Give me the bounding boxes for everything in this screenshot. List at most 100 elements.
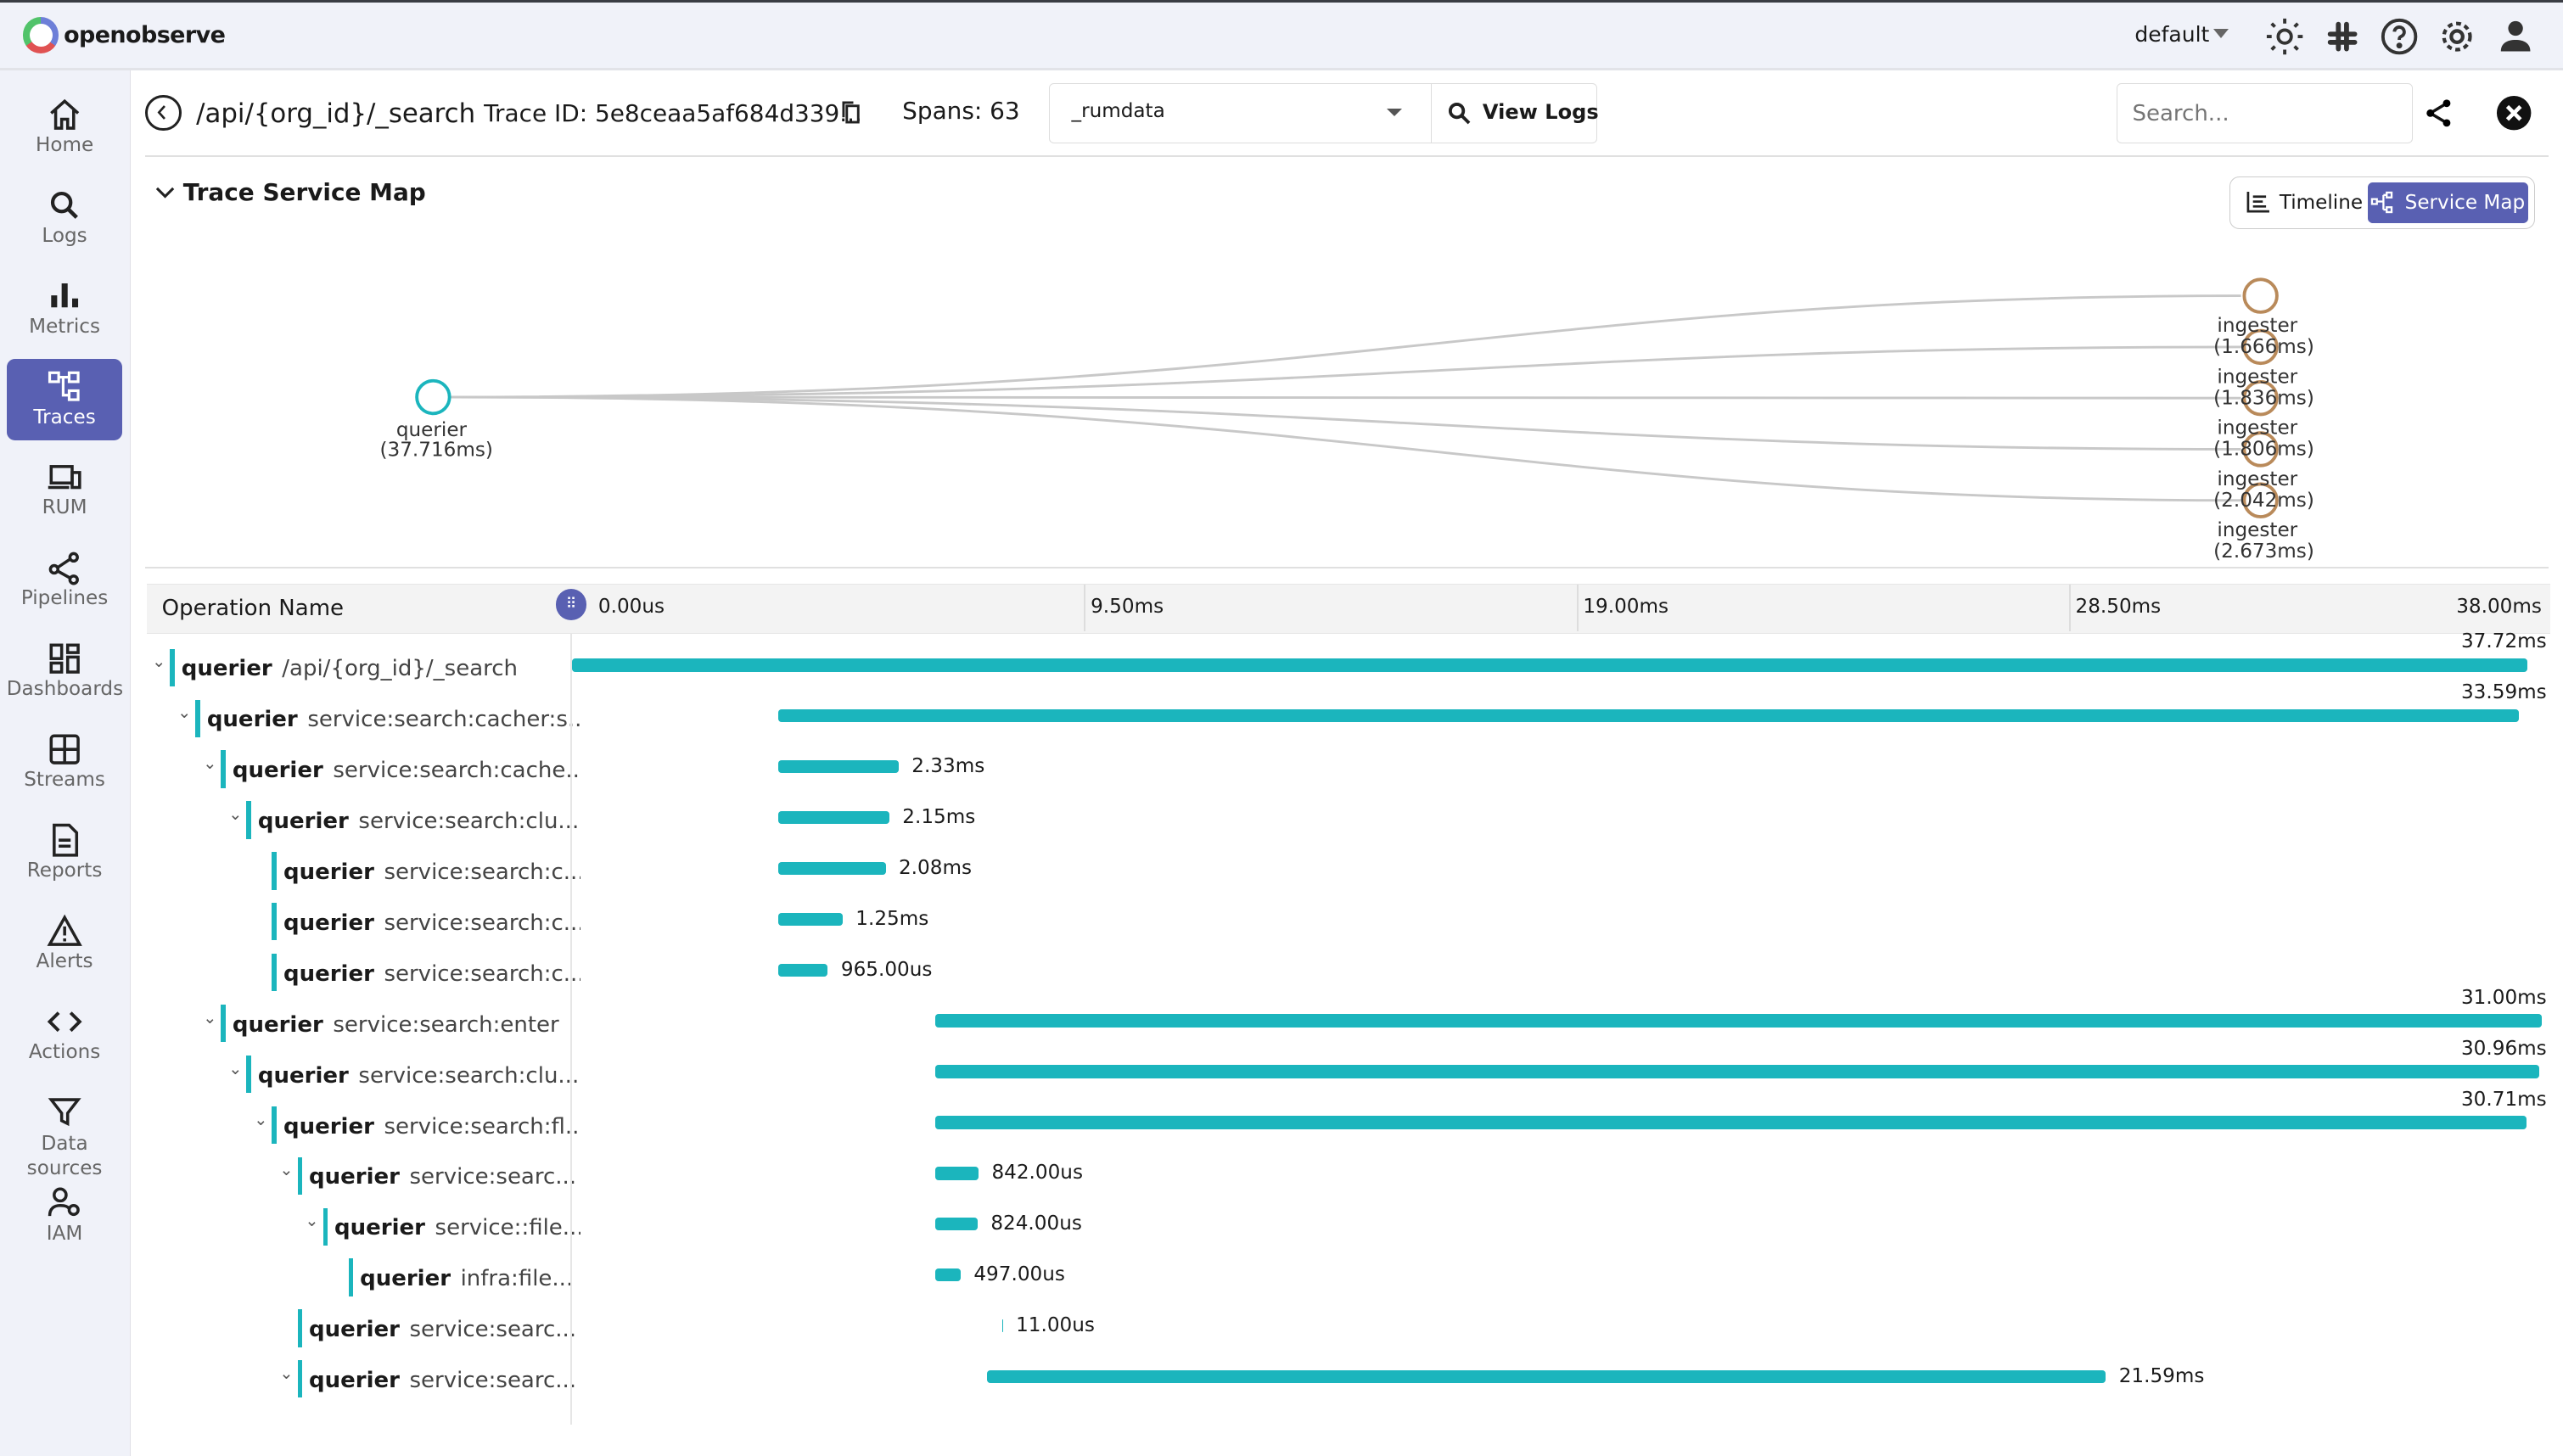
span-bar[interactable]: [986, 1369, 2106, 1384]
span-row[interactable]: querier service:searc... 11.00us: [147, 1303, 2549, 1354]
sidebar-item-pipelines[interactable]: Pipelines: [7, 540, 123, 622]
back-button[interactable]: [145, 94, 182, 132]
span-row[interactable]: ⌄ querier service:searc... 842.00us: [147, 1151, 2549, 1201]
span-color-marker: [272, 852, 278, 890]
span-bar[interactable]: [934, 1268, 961, 1282]
span-row[interactable]: querier infra:file... 497.00us: [147, 1252, 2549, 1303]
sidebar-item-data-sources[interactable]: Data sources: [7, 1084, 123, 1179]
sidebar-item-iam[interactable]: IAM: [7, 1175, 123, 1257]
node-duration: (1.806ms): [2213, 439, 2314, 461]
sidebar-item-rum[interactable]: RUM: [7, 450, 123, 531]
span-row[interactable]: ⌄ querier service:search:cache... 2.33ms: [147, 744, 2549, 795]
node-duration: (2.042ms): [2213, 490, 2314, 512]
span-service: querier: [283, 960, 374, 987]
span-service: querier: [257, 809, 349, 835]
copy-icon[interactable]: [842, 101, 861, 124]
share-icon[interactable]: [2424, 98, 2454, 128]
chevron-down-icon[interactable]: ⌄: [152, 652, 166, 672]
sidebar-item-actions[interactable]: Actions: [7, 994, 123, 1075]
chevron-down-icon[interactable]: ⌄: [228, 804, 243, 825]
span-row[interactable]: ⌄ querier service:searc... 21.59ms: [147, 1353, 2549, 1404]
map-edge: [449, 294, 2241, 399]
resize-handle-icon[interactable]: ⠿: [555, 589, 587, 620]
span-bar[interactable]: [777, 810, 889, 825]
span-row[interactable]: ⌄ querier service::file... 824.00us: [147, 1201, 2549, 1252]
span-row[interactable]: querier service:search:c... 2.08ms: [147, 846, 2549, 897]
logo-icon: [22, 17, 59, 53]
span-service: querier: [334, 1215, 425, 1241]
sidebar-item-streams[interactable]: Streams: [7, 721, 123, 803]
chevron-down-icon[interactable]: ⌄: [279, 1364, 294, 1384]
service-map-title[interactable]: Trace Service Map: [182, 177, 426, 206]
ingester-node: [2242, 431, 2279, 468]
span-service: querier: [206, 707, 298, 733]
iam-icon: [48, 1187, 80, 1217]
node-name: ingester: [2217, 417, 2297, 440]
span-bar[interactable]: [777, 709, 2520, 723]
span-row[interactable]: ⌄ querier service:search:cacher:s... 33.59m…: [147, 681, 2549, 744]
span-row[interactable]: ⌄ querier service:search:clu... 2.15ms: [147, 795, 2549, 846]
span-bar[interactable]: [934, 1116, 2527, 1129]
span-bar[interactable]: [777, 963, 828, 977]
span-service: querier: [232, 758, 323, 784]
settings-icon[interactable]: [2437, 17, 2476, 56]
span-color-marker: [322, 1207, 328, 1246]
sidebar-item-reports[interactable]: Reports: [7, 812, 123, 893]
span-bar[interactable]: [934, 1014, 2542, 1028]
tick-divider: [1576, 584, 1579, 632]
sidebar-item-label: Dashboards: [6, 678, 124, 701]
span-row[interactable]: ⌄ querier/api/{org_id}/_search 37.72ms: [147, 630, 2549, 693]
close-icon[interactable]: [2496, 95, 2532, 131]
search-input[interactable]: [2117, 83, 2413, 144]
sidebar-item-label: Data sources: [26, 1132, 103, 1179]
span-operation: service:search:c...: [384, 960, 580, 987]
caret-down-icon[interactable]: [2212, 28, 2229, 38]
chevron-down-icon[interactable]: [155, 185, 175, 201]
stream-select[interactable]: _rumdata: [1049, 83, 1433, 144]
span-bar[interactable]: [934, 1218, 978, 1231]
logo[interactable]: openobserve: [22, 17, 226, 53]
sidebar-item-dashboards[interactable]: Dashboards: [7, 630, 123, 712]
span-row[interactable]: ⌄ querier service:search:clu... 30.96ms: [147, 1038, 2549, 1100]
chevron-down-icon[interactable]: ⌄: [305, 1211, 319, 1231]
span-bar[interactable]: [777, 861, 886, 876]
chevron-down-icon[interactable]: ⌄: [203, 753, 217, 774]
user-icon[interactable]: [2496, 17, 2535, 56]
span-bar[interactable]: [1002, 1319, 1003, 1333]
span-row[interactable]: ⌄ querier service:search:enter 31.00ms: [147, 987, 2549, 1049]
span-row[interactable]: querier service:search:c... 965.00us: [147, 947, 2549, 998]
span-bar[interactable]: [777, 759, 899, 774]
timeline-icon: [2246, 192, 2270, 213]
span-bar[interactable]: [934, 1065, 2540, 1078]
sidebar-item-label: Reports: [26, 860, 103, 882]
span-bar[interactable]: [934, 1167, 979, 1180]
span-row[interactable]: querier service:search:c... 1.25ms: [147, 896, 2549, 947]
node-name: ingester: [2217, 366, 2297, 388]
org-selector[interactable]: default: [2134, 22, 2210, 48]
span-color-marker: [221, 1004, 227, 1043]
span-bar[interactable]: [572, 658, 2527, 672]
ingester-node: [2242, 482, 2279, 518]
chevron-down-icon[interactable]: ⌄: [177, 703, 192, 723]
span-duration: 31.00ms: [2460, 986, 2547, 1009]
chevron-down-icon[interactable]: ⌄: [279, 1160, 294, 1180]
span-row[interactable]: ⌄ querier service:search:fl... 30.71ms: [147, 1089, 2549, 1151]
logo-text: openobserve: [64, 22, 226, 48]
timeline-toggle-button[interactable]: Timeline: [2246, 184, 2363, 221]
span-duration: 37.72ms: [2460, 630, 2547, 653]
sidebar-item-metrics[interactable]: Metrics: [7, 268, 123, 350]
span-count: Spans: 63: [902, 96, 1020, 125]
chevron-down-icon[interactable]: ⌄: [228, 1058, 243, 1078]
help-icon[interactable]: [2380, 17, 2419, 56]
service-map-toggle-button[interactable]: Service Map: [2367, 182, 2528, 223]
chevron-down-icon[interactable]: ⌄: [254, 1109, 268, 1129]
span-bar[interactable]: [777, 912, 843, 927]
view-logs-button[interactable]: View Logs: [1432, 83, 1599, 144]
sidebar-item-logs[interactable]: Logs: [7, 177, 123, 259]
sidebar-item-alerts[interactable]: Alerts: [7, 903, 123, 984]
slack-icon[interactable]: [2323, 17, 2362, 56]
sidebar-item-home[interactable]: Home: [7, 87, 123, 168]
sidebar-item-traces[interactable]: Traces: [6, 358, 123, 441]
sun-icon[interactable]: [2265, 17, 2304, 56]
chevron-down-icon[interactable]: ⌄: [203, 1007, 217, 1028]
